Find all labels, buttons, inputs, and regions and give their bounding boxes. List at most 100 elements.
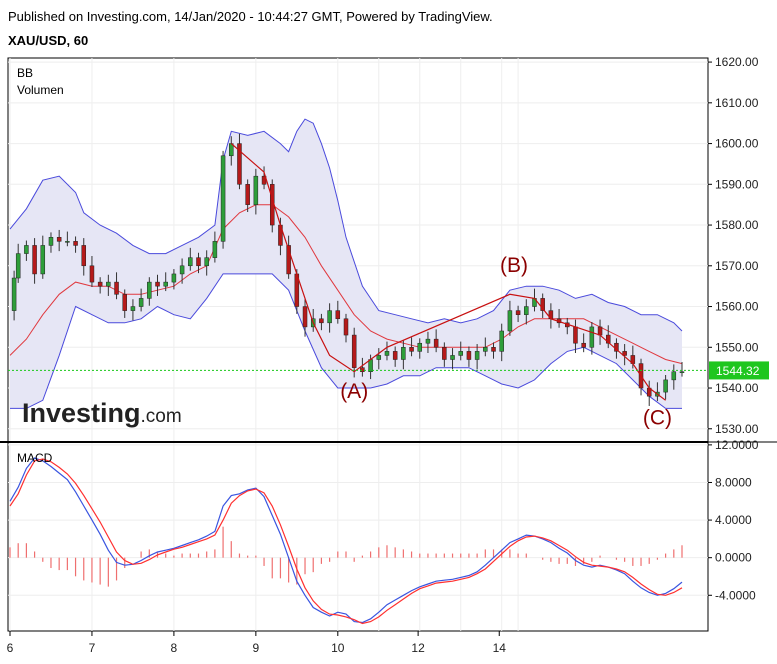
candle-body	[663, 379, 668, 393]
candle-body	[319, 318, 324, 324]
candle-body	[286, 245, 291, 275]
candle-body	[507, 310, 513, 332]
price-pane	[8, 118, 708, 409]
candle-body	[401, 347, 406, 360]
candle-body	[114, 281, 119, 295]
candle-body	[245, 184, 250, 205]
price-axis-label: 1550.00	[715, 340, 759, 354]
macd-axis-label: 12.0000	[715, 438, 759, 452]
macd-axis-label: 8.0000	[715, 475, 752, 489]
candle-body	[40, 245, 46, 275]
macd-axis-label: 4.0000	[715, 513, 752, 527]
candle-body	[97, 281, 103, 287]
candle-body	[360, 367, 365, 372]
candle-body	[466, 351, 472, 360]
bollinger-lower-line	[10, 273, 682, 409]
candle-body	[458, 351, 463, 356]
logo-main: Investing	[22, 398, 141, 428]
candle-body	[605, 334, 611, 344]
candle-body	[499, 330, 504, 352]
time-axis-label: 9	[253, 641, 260, 655]
candle-body	[48, 237, 54, 246]
candle-body	[106, 281, 111, 287]
overlay: (A) (B) (C) BB Volumen MACD 1544.32 Investing.c…	[17, 66, 769, 465]
candle-body	[302, 306, 308, 328]
candle-body	[622, 351, 627, 356]
candle-body	[483, 347, 488, 352]
last-price-tag	[709, 361, 769, 380]
candle-body	[204, 257, 209, 267]
candle-body	[409, 347, 414, 352]
candle-body	[65, 241, 70, 243]
candle-body	[179, 265, 185, 275]
candle-body	[15, 253, 21, 279]
time-axis-label: 6	[7, 641, 14, 655]
time-axis-label: 14	[493, 641, 507, 655]
publish-info: Published on Investing.com, 14/Jan/2020 …	[8, 9, 493, 24]
candle-body	[384, 351, 390, 356]
bollinger-upper-line	[9, 118, 683, 332]
candle-body	[573, 326, 578, 344]
candle-body	[212, 241, 218, 258]
candle-body	[237, 143, 242, 185]
candle-body	[155, 281, 160, 287]
candle-body	[417, 342, 423, 352]
price-axis-label: 1590.00	[715, 177, 759, 191]
candle-body	[597, 326, 603, 336]
candle-body	[220, 155, 226, 242]
macd-signal-line	[9, 458, 683, 625]
bollinger-band-fill	[10, 119, 682, 409]
candle-body	[130, 306, 136, 311]
candle-body	[351, 334, 357, 368]
indicator-label-bb: BB	[17, 66, 33, 80]
price-axis-label: 1610.00	[715, 96, 759, 110]
candle-body	[24, 245, 29, 254]
macd-axis-label: 0.0000	[715, 551, 752, 565]
candle-body	[540, 298, 545, 311]
indicator-label-macd: MACD	[17, 451, 53, 465]
price-axis-label: 1600.00	[715, 137, 759, 151]
time-axis-label: 10	[331, 641, 345, 655]
price-axis-label: 1530.00	[715, 422, 759, 436]
candle-body	[122, 294, 127, 311]
candle-body	[474, 351, 480, 360]
candle-body	[11, 277, 17, 311]
price-axis-label: 1570.00	[715, 259, 759, 273]
candle-body	[81, 245, 87, 267]
candle-body	[581, 342, 586, 348]
investing-logo: Investing.com	[22, 398, 182, 428]
candle-body	[196, 257, 201, 267]
wave-label: (C)	[643, 407, 672, 430]
candle-body	[89, 265, 95, 283]
last-price-value: 1544.32	[716, 364, 760, 378]
macd-line	[9, 457, 683, 624]
candle-body	[229, 143, 234, 157]
candle-body	[56, 237, 62, 242]
candle-body	[163, 281, 168, 287]
candle-body	[253, 175, 259, 205]
price-axis-label: 1580.00	[715, 218, 759, 232]
candle-body	[491, 347, 496, 352]
price-axis-label: 1560.00	[715, 300, 759, 314]
macd-pane	[9, 457, 683, 625]
time-axis-label: 7	[89, 641, 96, 655]
candle-body	[368, 359, 373, 372]
candle-body	[392, 351, 398, 360]
candle-body	[433, 338, 439, 348]
axes: 1530.00 1540.00 1550.00 1560.00 1570.00 1580.…	[7, 55, 759, 655]
candle-body	[425, 338, 431, 344]
candle-body	[515, 310, 521, 315]
candle-body	[524, 306, 529, 315]
symbol-title: XAU/USD, 60	[8, 33, 89, 48]
candle-body	[73, 241, 78, 246]
candle-body	[188, 257, 193, 267]
time-axis-label: 12	[411, 641, 425, 655]
candle-body	[450, 355, 455, 360]
macd-axis-label: -4.0000	[715, 588, 756, 602]
indicator-label-volumen: Volumen	[17, 83, 64, 97]
candle-body	[589, 326, 595, 348]
candle-body	[32, 245, 37, 275]
bollinger-middle-line	[9, 204, 683, 365]
candle-body	[171, 273, 177, 283]
